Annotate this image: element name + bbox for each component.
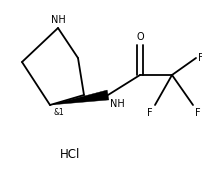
Text: F: F — [147, 108, 153, 118]
Text: &1: &1 — [54, 108, 65, 117]
Text: NH: NH — [51, 15, 65, 25]
Text: F: F — [198, 53, 202, 63]
Text: NH: NH — [110, 99, 125, 109]
Text: O: O — [136, 32, 144, 42]
Text: F: F — [195, 108, 201, 118]
Polygon shape — [50, 90, 109, 105]
Text: HCl: HCl — [60, 148, 80, 161]
